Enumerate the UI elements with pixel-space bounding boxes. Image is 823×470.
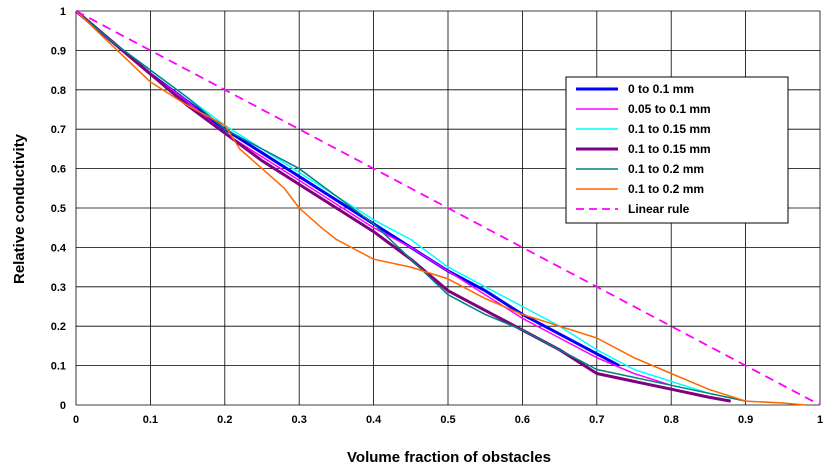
series-line	[75, 10, 806, 406]
x-tick-label: 0.3	[292, 414, 307, 426]
series-line	[75, 10, 672, 387]
legend-label: 0.1 to 0.15 mm	[628, 122, 711, 136]
x-tick-label: 0.7	[589, 414, 604, 426]
y-tick-label: 0.3	[51, 282, 66, 294]
x-tick-label: 0.8	[664, 414, 679, 426]
y-tick-label: 0.5	[51, 203, 66, 215]
series-line	[75, 10, 821, 406]
grid	[75, 10, 821, 406]
legend-label: 0 to 0.1 mm	[628, 82, 694, 96]
legend-label: 0.05 to 0.1 mm	[628, 102, 711, 116]
legend: 0 to 0.1 mm 0.05 to 0.1 mm 0.1 to 0.15 mm 0…	[565, 76, 789, 224]
x-tick-label: 0.2	[217, 414, 232, 426]
legend-label: Linear rule	[628, 202, 690, 216]
legend-label: 0.1 to 0.2 mm	[628, 162, 704, 176]
y-tick-label: 0	[60, 400, 66, 412]
x-tick-label: 0.6	[515, 414, 530, 426]
x-tick-label: 0.1	[143, 414, 158, 426]
x-tick-label: 0.9	[738, 414, 753, 426]
x-tick-label: 1	[817, 414, 823, 426]
x-tick-label: 0	[73, 414, 79, 426]
tick-labels: 0 0.1 0.2 0.3 0.4 0.5 0.6 0.7 0.8 0.9 1 0 0.1 0.2 0.3 0…	[51, 6, 823, 426]
y-axis-label: Relative conductivity	[11, 133, 28, 284]
y-tick-label: 0.4	[51, 242, 67, 254]
legend-label: 0.1 to 0.15 mm	[628, 142, 711, 156]
series-line	[75, 9, 620, 367]
y-tick-label: 1	[60, 6, 66, 18]
y-tick-label: 0.7	[51, 124, 66, 136]
legend-label: 0.1 to 0.2 mm	[628, 182, 704, 196]
y-tick-label: 0.9	[51, 45, 66, 57]
y-tick-label: 0.6	[51, 164, 66, 176]
y-tick-label: 0.1	[51, 361, 66, 373]
x-tick-label: 0.4	[366, 414, 382, 426]
series-line	[75, 10, 746, 402]
x-axis-label: Volume fraction of obstacles	[347, 449, 551, 466]
series-lines	[75, 9, 821, 406]
x-tick-label: 0.5	[440, 414, 455, 426]
y-tick-label: 0.8	[51, 85, 66, 97]
y-tick-label: 0.2	[51, 321, 66, 333]
